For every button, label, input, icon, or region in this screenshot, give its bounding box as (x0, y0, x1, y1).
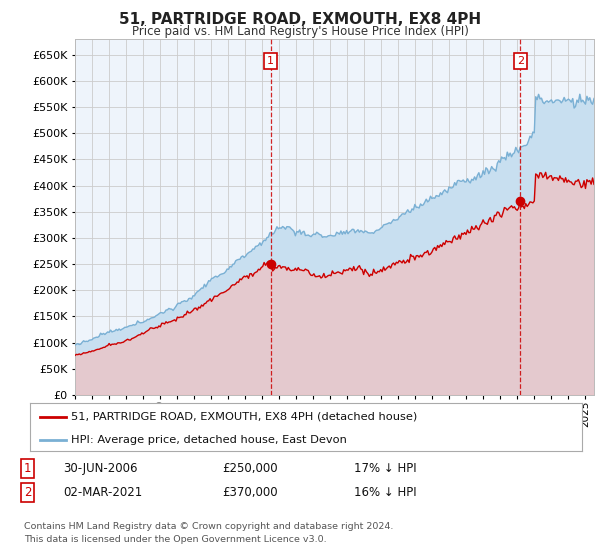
Text: £250,000: £250,000 (222, 462, 278, 475)
Text: 1: 1 (24, 462, 32, 475)
Text: 16% ↓ HPI: 16% ↓ HPI (354, 486, 416, 500)
Text: This data is licensed under the Open Government Licence v3.0.: This data is licensed under the Open Gov… (24, 535, 326, 544)
Text: 02-MAR-2021: 02-MAR-2021 (63, 486, 142, 500)
Text: 17% ↓ HPI: 17% ↓ HPI (354, 462, 416, 475)
Text: 2: 2 (24, 486, 32, 500)
Text: 51, PARTRIDGE ROAD, EXMOUTH, EX8 4PH (detached house): 51, PARTRIDGE ROAD, EXMOUTH, EX8 4PH (de… (71, 412, 418, 422)
Text: 1: 1 (267, 56, 274, 66)
Text: 30-JUN-2006: 30-JUN-2006 (63, 462, 137, 475)
Text: Contains HM Land Registry data © Crown copyright and database right 2024.: Contains HM Land Registry data © Crown c… (24, 522, 394, 531)
Text: 2: 2 (517, 56, 524, 66)
Text: £370,000: £370,000 (222, 486, 278, 500)
Text: HPI: Average price, detached house, East Devon: HPI: Average price, detached house, East… (71, 435, 347, 445)
Text: 51, PARTRIDGE ROAD, EXMOUTH, EX8 4PH: 51, PARTRIDGE ROAD, EXMOUTH, EX8 4PH (119, 12, 481, 27)
Text: Price paid vs. HM Land Registry's House Price Index (HPI): Price paid vs. HM Land Registry's House … (131, 25, 469, 38)
